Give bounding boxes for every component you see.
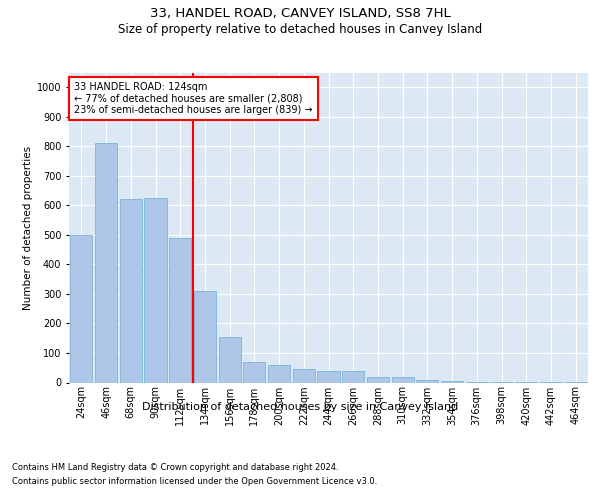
Bar [145,198,167,382]
Bar [169,238,191,382]
Text: Contains HM Land Registry data © Crown copyright and database right 2024.: Contains HM Land Registry data © Crown c… [12,462,338,471]
Bar [342,370,364,382]
Bar [268,365,290,382]
Bar [317,370,340,382]
Bar [367,376,389,382]
Bar [70,235,92,382]
Bar [119,200,142,382]
Bar [392,377,414,382]
Text: Distribution of detached houses by size in Canvey Island: Distribution of detached houses by size … [142,402,458,412]
Text: Contains public sector information licensed under the Open Government Licence v3: Contains public sector information licen… [12,478,377,486]
Text: 33 HANDEL ROAD: 124sqm
← 77% of detached houses are smaller (2,808)
23% of semi-: 33 HANDEL ROAD: 124sqm ← 77% of detached… [74,82,313,115]
Text: Size of property relative to detached houses in Canvey Island: Size of property relative to detached ho… [118,22,482,36]
Bar [194,291,216,382]
Y-axis label: Number of detached properties: Number of detached properties [23,146,32,310]
Bar [441,381,463,382]
Text: 33, HANDEL ROAD, CANVEY ISLAND, SS8 7HL: 33, HANDEL ROAD, CANVEY ISLAND, SS8 7HL [149,8,451,20]
Bar [218,336,241,382]
Bar [243,362,265,382]
Bar [416,380,439,382]
Bar [95,144,117,382]
Bar [293,369,315,382]
